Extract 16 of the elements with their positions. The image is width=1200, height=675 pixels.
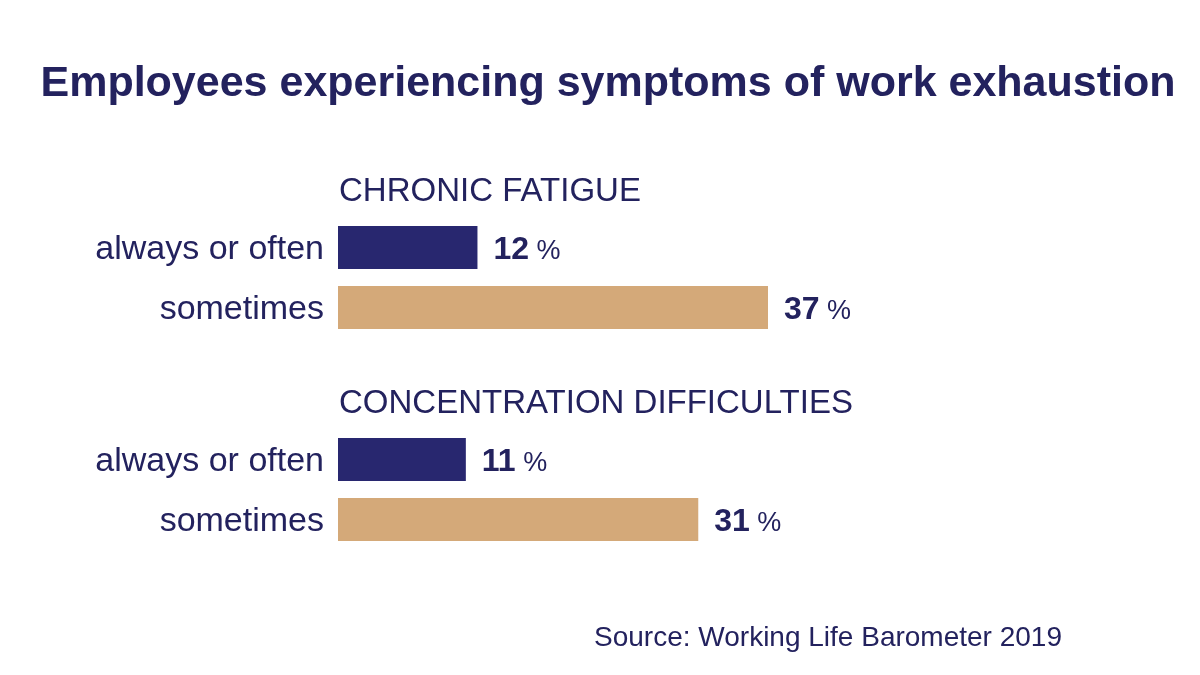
bar: [338, 226, 478, 269]
data-label: 12 %: [493, 229, 561, 266]
bar: [338, 286, 768, 329]
bar: [338, 438, 466, 481]
bar: [338, 498, 699, 541]
text: sometimes: [159, 499, 324, 538]
data-label: 11 %: [481, 441, 548, 478]
chart-title: Employees experiencing symptoms of work exhaustion: [40, 57, 1176, 105]
series-label: sometimes: [159, 287, 324, 326]
series-label: always or often: [95, 227, 324, 266]
y-tick-label: CONCENTRATION DIFFICULTIES: [339, 383, 853, 420]
data-label: 31 %: [714, 501, 782, 538]
text: always or often: [95, 439, 324, 478]
data-label: 37 %: [784, 289, 852, 326]
y-tick-label: CHRONIC FATIGUE: [339, 171, 641, 208]
source-note: Source: Working Life Barometer 2019: [594, 621, 1062, 652]
